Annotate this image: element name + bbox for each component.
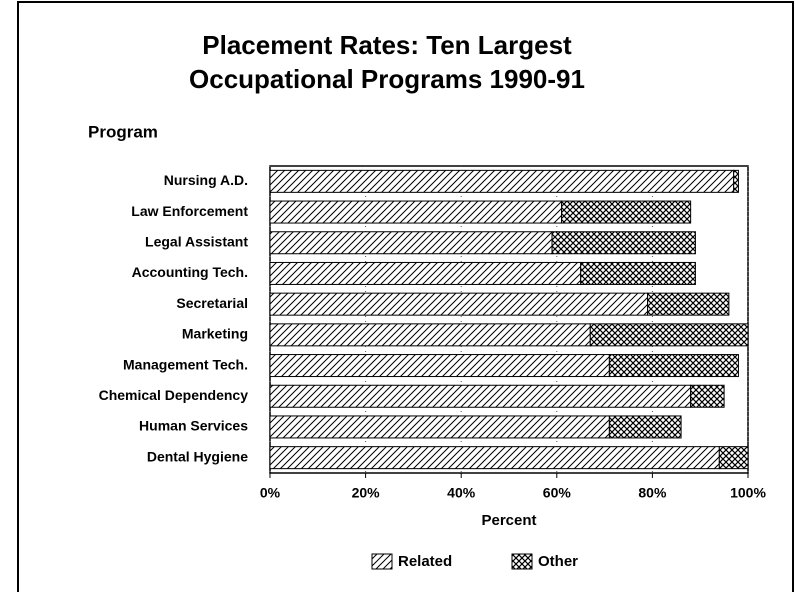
bar-segment: [561, 200, 692, 224]
bar-segment: [269, 323, 591, 347]
bar-segment: [690, 384, 725, 408]
legend-swatch: [371, 553, 393, 570]
plot-area: [269, 165, 749, 474]
y-tick-label: Marketing: [182, 326, 248, 342]
bar-segment: [733, 169, 739, 193]
x-tick-label: 20%: [352, 485, 381, 501]
bar-segment: [589, 323, 749, 347]
bar-segment: [269, 261, 582, 285]
y-tick-label: Nursing A.D.: [164, 172, 248, 188]
y-tick-label: Accounting Tech.: [132, 264, 248, 280]
bar-segment: [269, 354, 610, 378]
x-tick-label: 100%: [730, 485, 766, 501]
x-tick-label: 40%: [447, 485, 476, 501]
y-tick-label: Human Services: [139, 418, 248, 434]
y-tick-label: Legal Assistant: [145, 233, 248, 249]
bar-segment: [551, 231, 696, 255]
y-tick-label: Chemical Dependency: [99, 387, 249, 403]
bar-segment: [647, 292, 730, 316]
legend-label: Related: [398, 553, 452, 570]
bar-segment: [718, 446, 749, 470]
bar-segment: [608, 415, 682, 439]
legend-swatch: [511, 553, 533, 570]
bar-segment: [269, 384, 692, 408]
bar-segment: [608, 354, 739, 378]
y-tick-label: Management Tech.: [123, 356, 248, 372]
y-axis-label: Program: [88, 122, 158, 141]
bar-segment: [269, 231, 553, 255]
bar-segment: [269, 200, 563, 224]
bar-segment: [580, 261, 696, 285]
legend-label: Other: [538, 553, 578, 570]
frame: [17, 1, 794, 592]
chart-title: Occupational Programs 1990-91: [189, 64, 585, 94]
bar-segment: [269, 415, 610, 439]
y-tick-label: Dental Hygiene: [147, 448, 248, 464]
bar-segment: [269, 169, 735, 193]
chart-title: Placement Rates: Ten Largest: [202, 30, 572, 60]
x-tick-label: 0%: [260, 485, 281, 501]
y-tick-label: Secretarial: [176, 295, 248, 311]
bar-segment: [269, 446, 720, 470]
x-tick-label: 60%: [543, 485, 572, 501]
y-tick-label: Law Enforcement: [131, 203, 248, 219]
x-tick-label: 80%: [638, 485, 667, 501]
x-axis-label: Percent: [481, 512, 536, 529]
bar-segment: [269, 292, 649, 316]
